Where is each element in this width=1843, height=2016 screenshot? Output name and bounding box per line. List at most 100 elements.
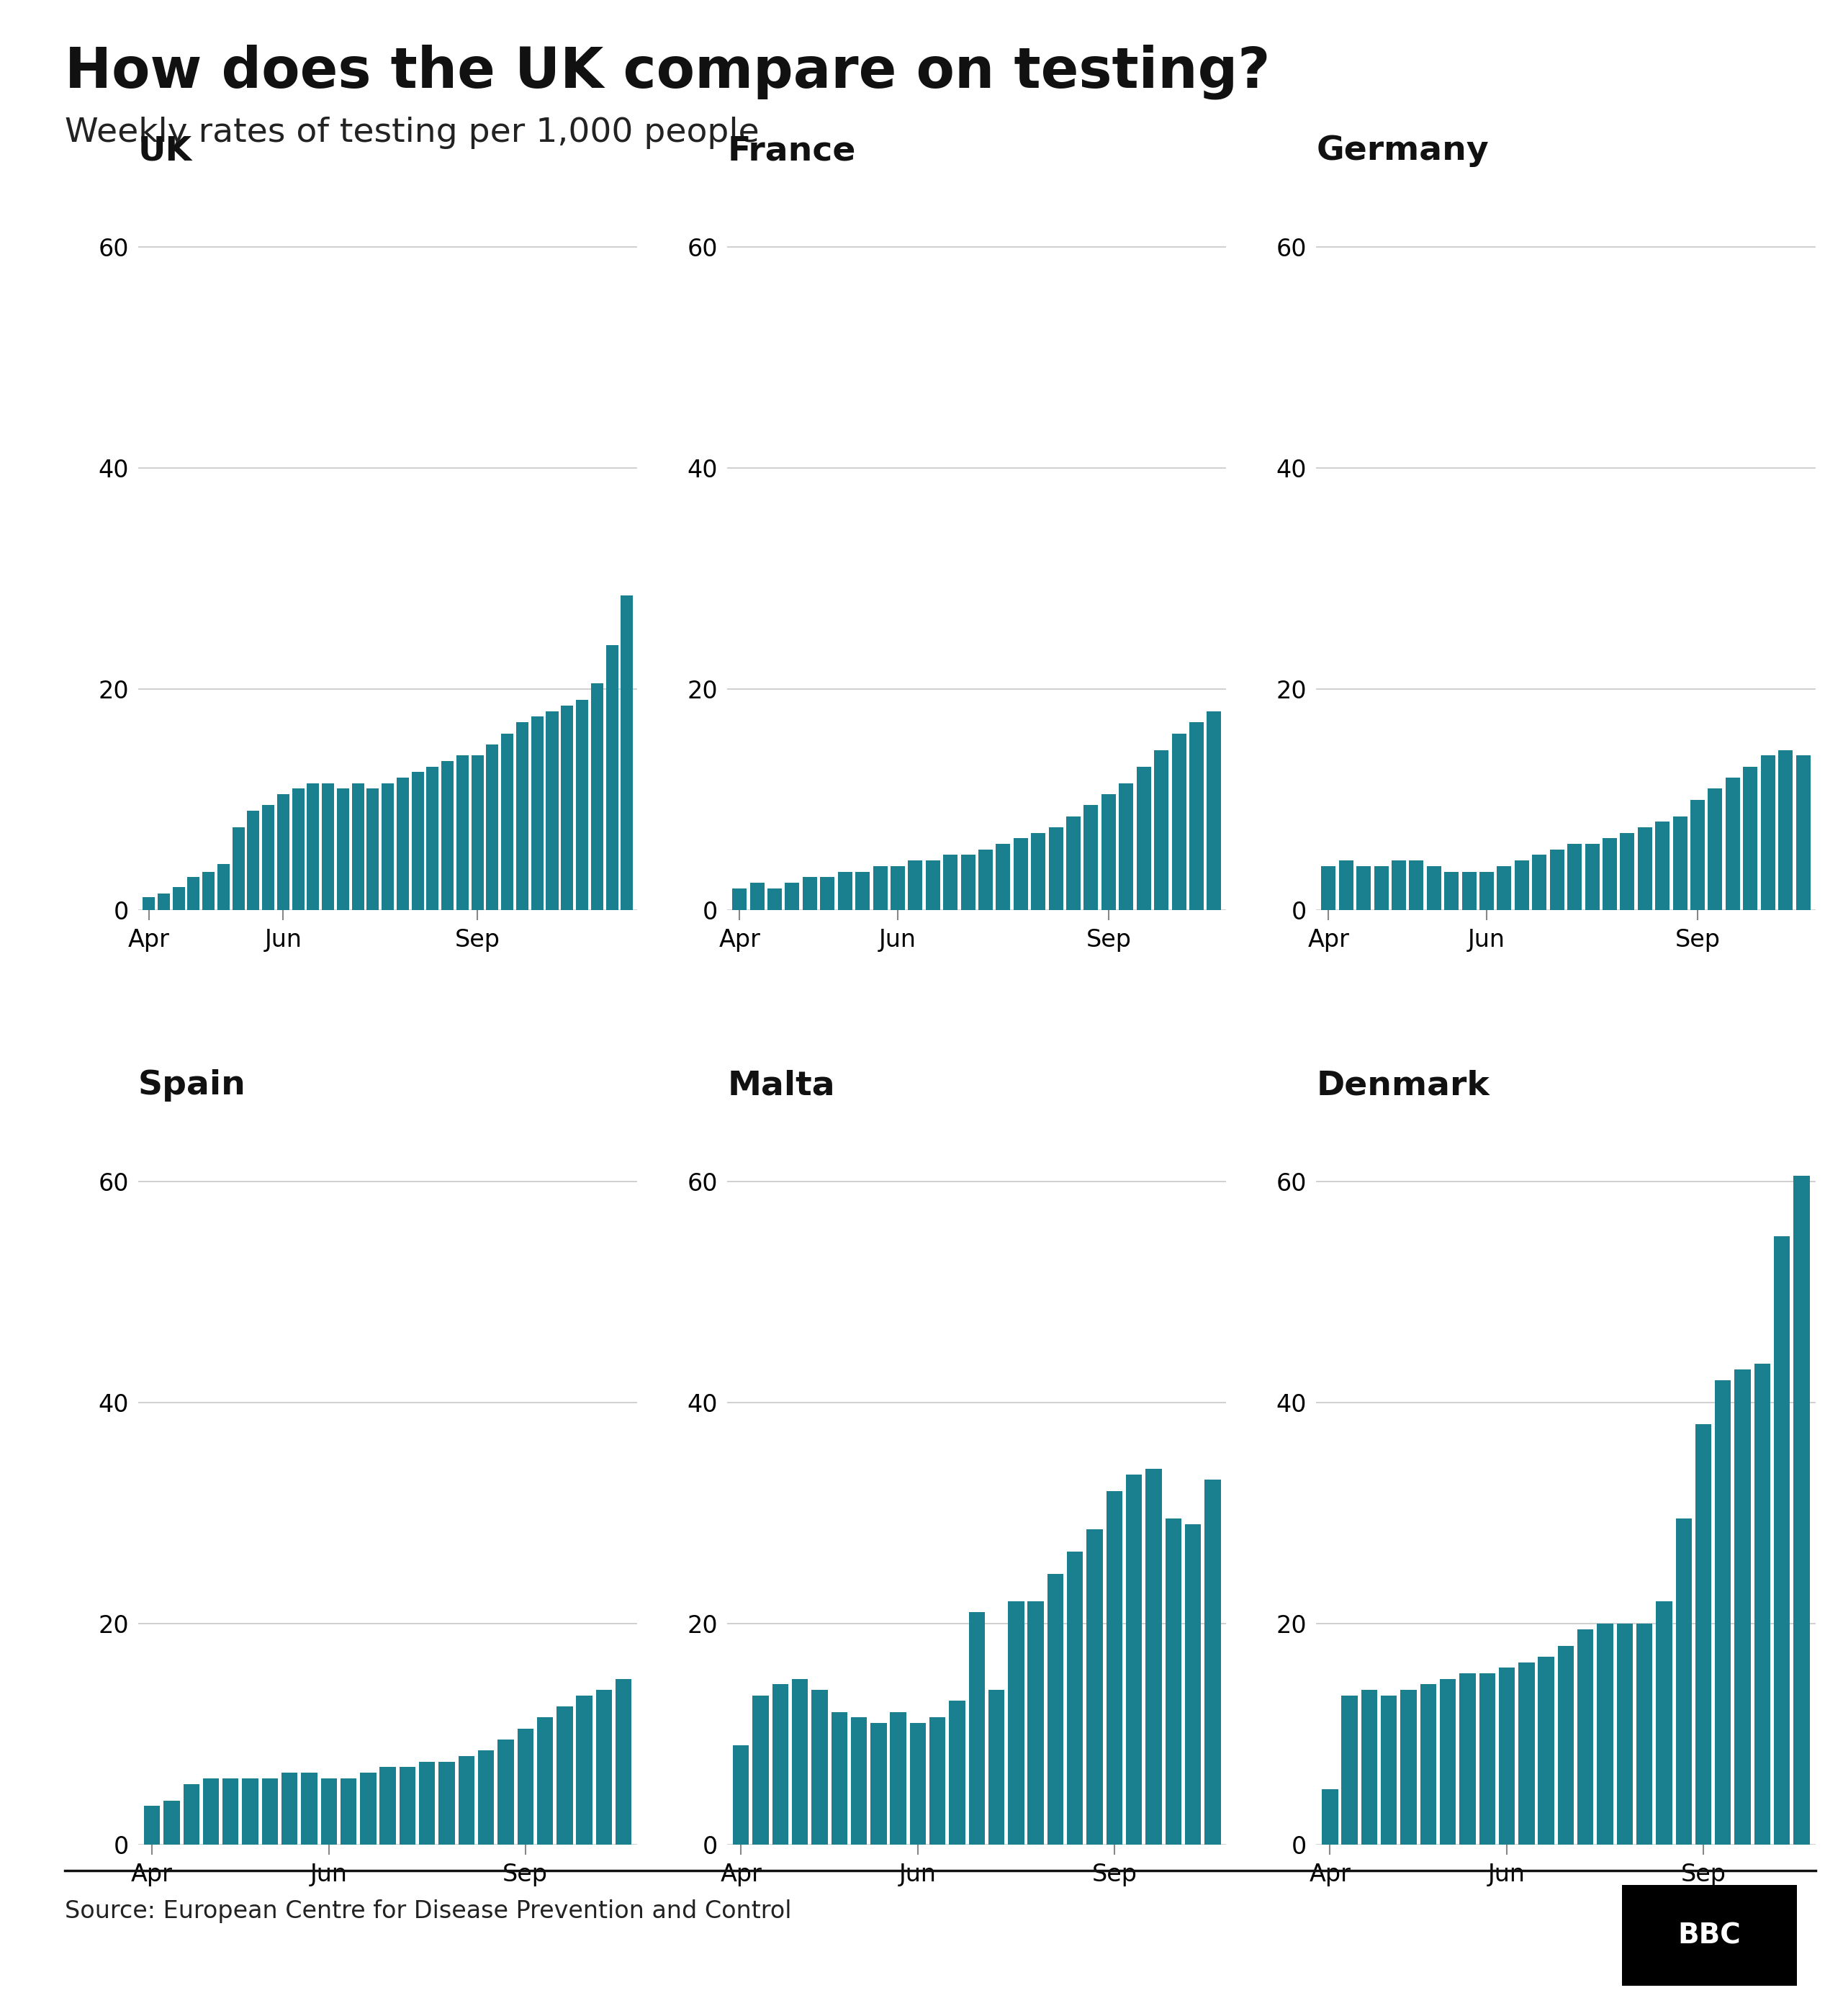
Bar	[577, 1695, 592, 1845]
Bar	[874, 867, 886, 911]
Bar	[262, 804, 275, 911]
Bar	[1557, 1645, 1574, 1845]
Bar	[1106, 1490, 1122, 1845]
Text: BBC: BBC	[1677, 1921, 1742, 1949]
Bar	[276, 794, 289, 911]
Bar	[182, 1784, 199, 1845]
Bar	[979, 849, 993, 911]
Bar	[1775, 1236, 1790, 1845]
Text: Source: European Centre for Disease Prevention and Control: Source: European Centre for Disease Prev…	[65, 1899, 791, 1923]
Bar	[1778, 750, 1793, 911]
Bar	[223, 1778, 238, 1845]
Bar	[1137, 766, 1152, 911]
Bar	[1321, 867, 1336, 911]
Bar	[157, 893, 170, 911]
Bar	[1795, 756, 1810, 911]
Bar	[282, 1772, 297, 1845]
Bar	[1102, 794, 1115, 911]
Bar	[1189, 722, 1203, 911]
Bar	[1030, 833, 1045, 911]
Text: How does the UK compare on testing?: How does the UK compare on testing?	[65, 44, 1270, 99]
Bar	[1690, 800, 1705, 911]
Bar	[1445, 871, 1460, 911]
Bar	[925, 861, 940, 911]
Bar	[217, 863, 230, 911]
Bar	[1725, 778, 1740, 911]
Bar	[1743, 766, 1758, 911]
Bar	[1119, 782, 1133, 911]
Bar	[501, 734, 514, 911]
Bar	[1515, 861, 1530, 911]
Bar	[323, 782, 334, 911]
Bar	[557, 1706, 573, 1845]
Bar	[820, 877, 835, 911]
Bar	[1673, 816, 1686, 911]
Bar	[1657, 1601, 1672, 1845]
Bar	[988, 1689, 1004, 1845]
Bar	[1480, 1673, 1495, 1845]
Bar	[262, 1778, 278, 1845]
Bar	[477, 1750, 494, 1845]
Bar	[1598, 1623, 1613, 1845]
Bar	[851, 1718, 866, 1845]
Bar	[732, 889, 746, 911]
Bar	[1028, 1601, 1043, 1845]
Bar	[1755, 1363, 1771, 1845]
Bar	[616, 1679, 632, 1845]
Bar	[203, 871, 214, 911]
Bar	[1321, 1790, 1338, 1845]
Bar	[1519, 1661, 1535, 1845]
Bar	[995, 845, 1010, 911]
Bar	[232, 827, 245, 911]
Bar	[1550, 849, 1565, 911]
Bar	[400, 1768, 415, 1845]
Bar	[546, 712, 558, 911]
Bar	[752, 1695, 769, 1845]
Bar	[960, 855, 975, 911]
Bar	[1616, 1623, 1633, 1845]
Bar	[969, 1613, 984, 1845]
Bar	[592, 683, 603, 911]
Bar	[472, 756, 483, 911]
Bar	[1620, 833, 1635, 911]
Bar	[337, 788, 348, 911]
Bar	[144, 1806, 160, 1845]
Bar	[321, 1778, 337, 1845]
Bar	[442, 760, 453, 911]
Bar	[1185, 1524, 1202, 1845]
Bar	[811, 1689, 828, 1845]
Bar	[855, 871, 870, 911]
Bar	[380, 1768, 396, 1845]
Bar	[890, 1712, 907, 1845]
Bar	[910, 1724, 925, 1845]
Bar	[1205, 1480, 1220, 1845]
Bar	[767, 889, 781, 911]
Bar	[595, 1689, 612, 1845]
Text: UK: UK	[138, 135, 192, 167]
Bar	[1087, 1530, 1102, 1845]
Bar	[396, 778, 409, 911]
Bar	[411, 772, 424, 911]
Bar	[1498, 1667, 1515, 1845]
Bar	[621, 595, 632, 911]
Bar	[1049, 827, 1063, 911]
Bar	[308, 782, 319, 911]
Bar	[1067, 816, 1080, 911]
Bar	[459, 1756, 474, 1845]
Bar	[929, 1718, 945, 1845]
Bar	[457, 756, 468, 911]
Bar	[1439, 1679, 1456, 1845]
Bar	[1793, 1175, 1810, 1845]
Bar	[1585, 845, 1600, 911]
Bar	[1165, 1518, 1181, 1845]
Bar	[949, 1702, 966, 1845]
Bar	[890, 867, 905, 911]
Bar	[1338, 861, 1353, 911]
Bar	[772, 1683, 789, 1845]
Bar	[792, 1679, 807, 1845]
Bar	[1047, 1574, 1063, 1845]
Bar	[1480, 871, 1495, 911]
Bar	[536, 1718, 553, 1845]
Bar	[418, 1762, 435, 1845]
Bar	[203, 1778, 219, 1845]
